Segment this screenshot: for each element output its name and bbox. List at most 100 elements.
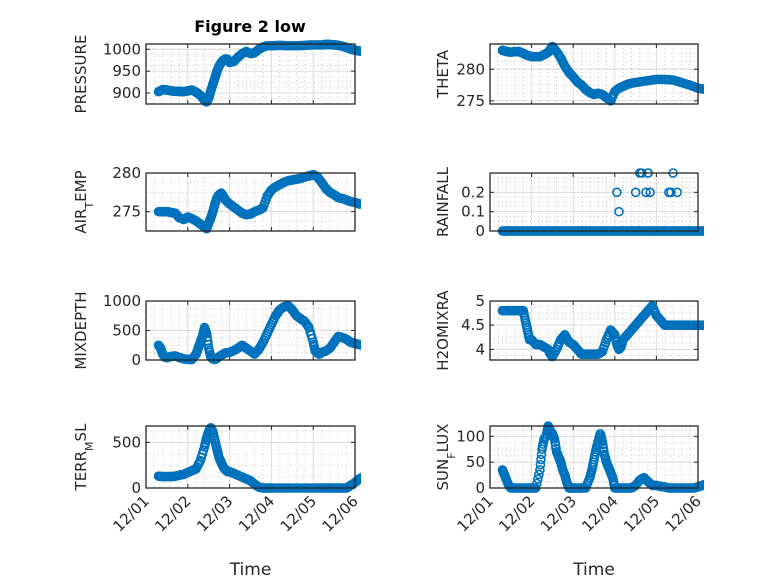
data-point	[366, 49, 374, 57]
data-point	[362, 341, 370, 349]
data-point	[366, 201, 374, 209]
data-point	[702, 321, 704, 329]
data-point	[701, 226, 704, 236]
y-tick-label: 5	[475, 292, 485, 310]
chart-title: Figure 2 low	[194, 17, 306, 36]
data-point	[708, 227, 716, 235]
data-point	[710, 481, 718, 489]
data-point	[535, 459, 546, 470]
data-point	[706, 227, 714, 235]
data-point	[672, 187, 683, 198]
data-point	[710, 86, 718, 94]
subplot-air-temp: 275 280 AIRTEMP	[72, 164, 376, 234]
y-axis-label: TERRMSL	[72, 423, 96, 492]
data-point	[356, 46, 361, 57]
data-point	[360, 49, 361, 54]
data-point	[706, 227, 714, 235]
data-point	[365, 48, 373, 56]
data-point	[701, 320, 704, 330]
data-point	[709, 86, 717, 94]
axes-box	[489, 172, 699, 232]
axes-box	[489, 425, 699, 489]
data-point	[701, 479, 704, 489]
data-point	[711, 227, 719, 235]
data-point	[701, 85, 704, 94]
axes-box	[145, 172, 356, 232]
data-point	[357, 199, 361, 209]
data-point	[364, 471, 372, 479]
data-point	[364, 201, 372, 209]
data-point	[703, 323, 704, 328]
data-point	[368, 341, 376, 349]
data-point	[700, 320, 704, 330]
data-point	[358, 47, 361, 56]
data-point	[535, 465, 545, 475]
y-tick-label: 275	[456, 92, 485, 110]
x-tick-label: 12/02	[495, 492, 538, 535]
x-axis-label: Time	[229, 560, 272, 580]
data-point	[359, 48, 361, 55]
data-point	[356, 473, 361, 483]
data-point	[711, 481, 719, 489]
subplot-pressure: 900 950 1000 PRESSURE	[72, 35, 375, 114]
data-point	[366, 471, 374, 479]
y-tick-label: 4	[475, 340, 485, 358]
y-tick-label: 0.2	[461, 183, 485, 201]
data-markers	[497, 301, 718, 362]
data-point	[709, 481, 717, 489]
data-point	[534, 469, 544, 480]
subplot-rainfall: 00.1 0.2 RAINFALL	[434, 166, 719, 240]
y-axis-label: PRESSURE	[72, 35, 90, 114]
data-point	[366, 341, 374, 349]
data-markers	[153, 169, 376, 234]
data-point	[702, 227, 704, 235]
data-point	[367, 471, 375, 479]
y-axis-label: AIRTEMP	[72, 170, 96, 233]
data-point	[357, 340, 361, 350]
data-point	[356, 340, 361, 350]
data-point	[702, 480, 704, 488]
y-tick-label: 0	[475, 222, 485, 240]
y-tick-label: 280	[456, 60, 485, 78]
data-point	[536, 454, 546, 465]
data-point	[708, 481, 716, 489]
data-point	[368, 201, 376, 209]
data-point	[703, 229, 704, 233]
data-point	[614, 206, 624, 217]
data-point	[702, 86, 704, 93]
y-tick-label: 0	[131, 351, 141, 369]
y-tick-label: 50	[466, 453, 485, 471]
data-point	[362, 472, 370, 480]
data-point	[357, 46, 361, 56]
axes-box	[145, 425, 356, 489]
y-tick-label: 0	[475, 479, 485, 497]
data-point	[710, 321, 718, 329]
data-point	[359, 200, 361, 208]
y-tick-label: 100	[456, 427, 485, 445]
data-point	[706, 481, 714, 489]
data-point	[367, 49, 375, 57]
x-tick-label: 12/01	[454, 492, 497, 535]
y-tick-label: 1000	[103, 40, 141, 58]
data-point	[364, 341, 372, 349]
data-point	[367, 341, 375, 349]
data-point	[709, 227, 717, 235]
data-point	[705, 227, 713, 235]
y-axis-label: MIXDEPTH	[72, 291, 90, 369]
data-point	[367, 201, 375, 209]
data-point	[358, 341, 361, 350]
data-point	[700, 226, 704, 236]
data-point	[358, 199, 361, 209]
data-point	[364, 48, 372, 56]
data-point	[711, 86, 719, 94]
x-tick-label: 12/05	[277, 492, 320, 535]
axes-box	[145, 300, 356, 361]
data-point	[708, 321, 716, 329]
data-point	[360, 343, 361, 348]
x-tick-label: 12/03	[537, 492, 580, 535]
subplot-h2omixra: 4 4.5 5 H2OMIXRA	[434, 290, 718, 371]
